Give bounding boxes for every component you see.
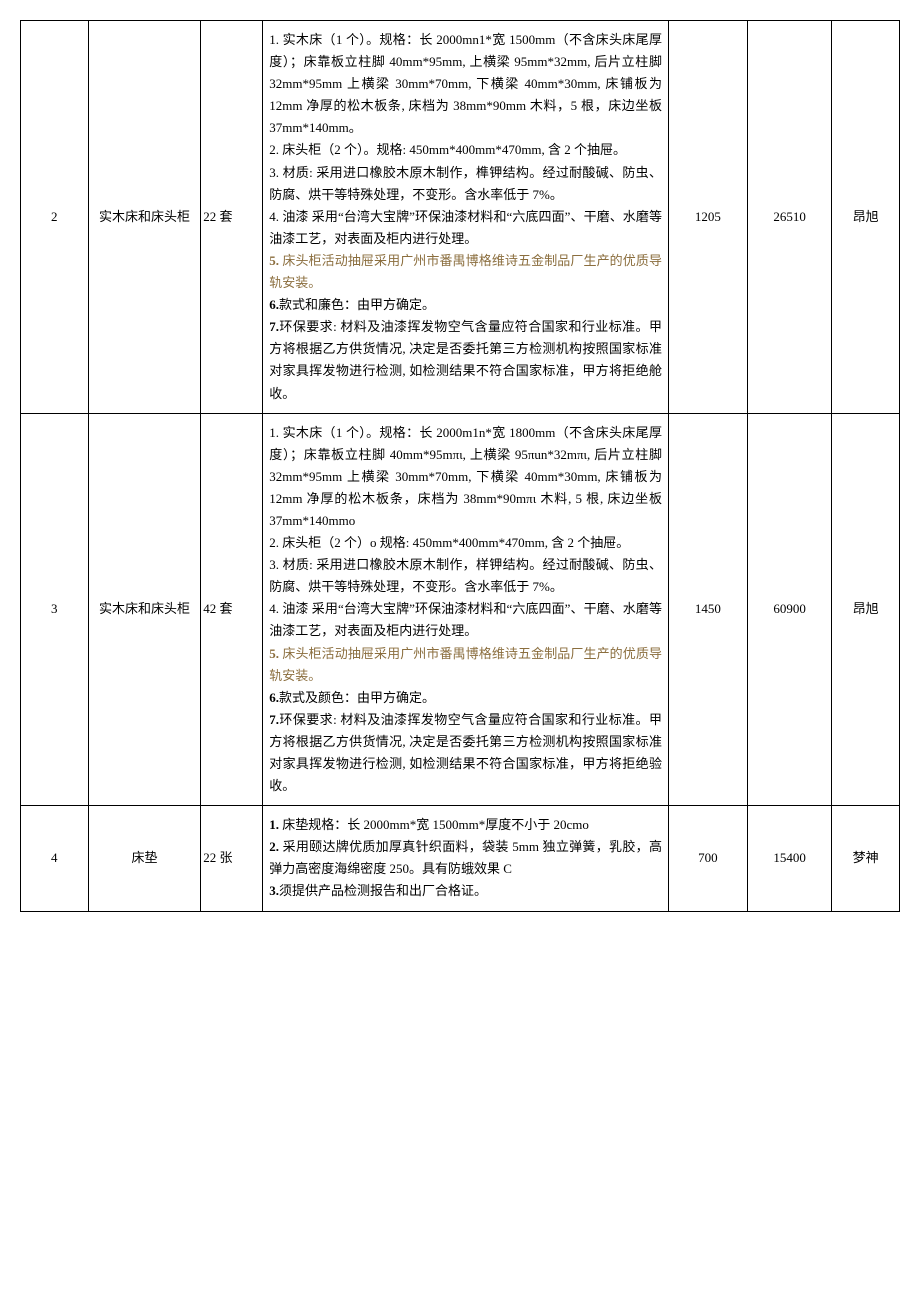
total-price: 26510 (747, 21, 832, 414)
desc-line: 4. 油漆 采用“台湾大宝牌”环保油漆材料和“六底四面”、干磨、水磨等油漆工艺，… (269, 598, 662, 642)
desc-line: 7.环保要求: 材料及油漆挥发物空气含量应符合国家和行业标准。甲方将根据乙方供货… (269, 316, 662, 404)
item-description: 1. 实木床（1 个）。规格：长 2000m1n*宽 1800mm（不含床头床尾… (263, 413, 669, 806)
item-qty: 22 套 (201, 21, 263, 414)
brand: 昂旭 (832, 413, 900, 806)
desc-enum: 6. (269, 690, 279, 705)
brand: 昂旭 (832, 21, 900, 414)
item-name: 床垫 (88, 806, 201, 911)
row-index: 4 (21, 806, 89, 911)
unit-price: 700 (668, 806, 747, 911)
table-row: 3实木床和床头柜42 套1. 实木床（1 个）。规格：长 2000m1n*宽 1… (21, 413, 900, 806)
desc-enum: 7. (269, 319, 279, 334)
row-index: 2 (21, 21, 89, 414)
item-description: 1. 床垫规格：长 2000mm*宽 1500mm*厚度不小于 20cmo2. … (263, 806, 669, 911)
item-qty: 22 张 (201, 806, 263, 911)
document-page: 2实木床和床头柜22 套1. 实木床（1 个）。规格：长 2000mn1*宽 1… (20, 20, 900, 912)
desc-line: 5. 床头柜活动抽屉采用广州市番禺博格维诗五金制品厂生产的优质导轨安装。 (269, 643, 662, 687)
desc-line: 7.环保要求: 材料及油漆挥发物空气含量应符合国家和行业标准。甲方将根据乙方供货… (269, 709, 662, 797)
desc-enum: 5. (269, 646, 282, 661)
desc-enum: 2. (269, 839, 279, 854)
table-row: 2实木床和床头柜22 套1. 实木床（1 个）。规格：长 2000mn1*宽 1… (21, 21, 900, 414)
desc-line: 5. 床头柜活动抽屉采用广州市番禺博格维诗五金制品厂生产的优质导轨安装。 (269, 250, 662, 294)
desc-line: 4. 油漆 采用“台湾大宝牌”环保油漆材料和“六底四面”、干磨、水磨等油漆工艺，… (269, 206, 662, 250)
item-name: 实木床和床头柜 (88, 413, 201, 806)
table-row: 4床垫22 张1. 床垫规格：长 2000mm*宽 1500mm*厚度不小于 2… (21, 806, 900, 911)
desc-enum: 5. (269, 253, 282, 268)
desc-enum: 1. (269, 817, 279, 832)
desc-enum: 7. (269, 712, 279, 727)
desc-line: 1. 实木床（1 个）。规格：长 2000m1n*宽 1800mm（不含床头床尾… (269, 422, 662, 532)
item-qty: 42 套 (201, 413, 263, 806)
table-body: 2实木床和床头柜22 套1. 实木床（1 个）。规格：长 2000mn1*宽 1… (21, 21, 900, 912)
row-index: 3 (21, 413, 89, 806)
unit-price: 1205 (668, 21, 747, 414)
desc-line: 6.款式和廉色：由甲方确定。 (269, 294, 662, 316)
item-name: 实木床和床头柜 (88, 21, 201, 414)
desc-line: 1. 实木床（1 个）。规格：长 2000mn1*宽 1500mm（不含床头床尾… (269, 29, 662, 139)
desc-line: 2. 床头柜（2 个）o 规格: 450mm*400mm*470mm, 含 2 … (269, 532, 662, 554)
desc-line: 3.须提供产品检测报告和出厂合格证。 (269, 880, 662, 902)
total-price: 15400 (747, 806, 832, 911)
desc-line: 6.款式及颜色：由甲方确定。 (269, 687, 662, 709)
brand: 梦神 (832, 806, 900, 911)
desc-line: 1. 床垫规格：长 2000mm*宽 1500mm*厚度不小于 20cmo (269, 814, 662, 836)
desc-line: 3. 材质: 采用进口橡胶木原木制作，榫钾结构。经过耐酸碱、防虫、防腐、烘干等特… (269, 162, 662, 206)
desc-enum: 6. (269, 297, 279, 312)
item-description: 1. 实木床（1 个）。规格：长 2000mn1*宽 1500mm（不含床头床尾… (263, 21, 669, 414)
desc-line: 3. 材质: 采用进口橡胶木原木制作，样钾结构。经过耐酸碱、防虫、防腐、烘干等特… (269, 554, 662, 598)
total-price: 60900 (747, 413, 832, 806)
desc-enum: 3. (269, 883, 279, 898)
desc-line: 2. 采用颐达牌优质加厚真针织面料，袋装 5mm 独立弹簧，乳胶，高弹力高密度海… (269, 836, 662, 880)
spec-table: 2实木床和床头柜22 套1. 实木床（1 个）。规格：长 2000mn1*宽 1… (20, 20, 900, 912)
unit-price: 1450 (668, 413, 747, 806)
desc-line: 2. 床头柜（2 个）。规格: 450mm*400mm*470mm, 含 2 个… (269, 139, 662, 161)
